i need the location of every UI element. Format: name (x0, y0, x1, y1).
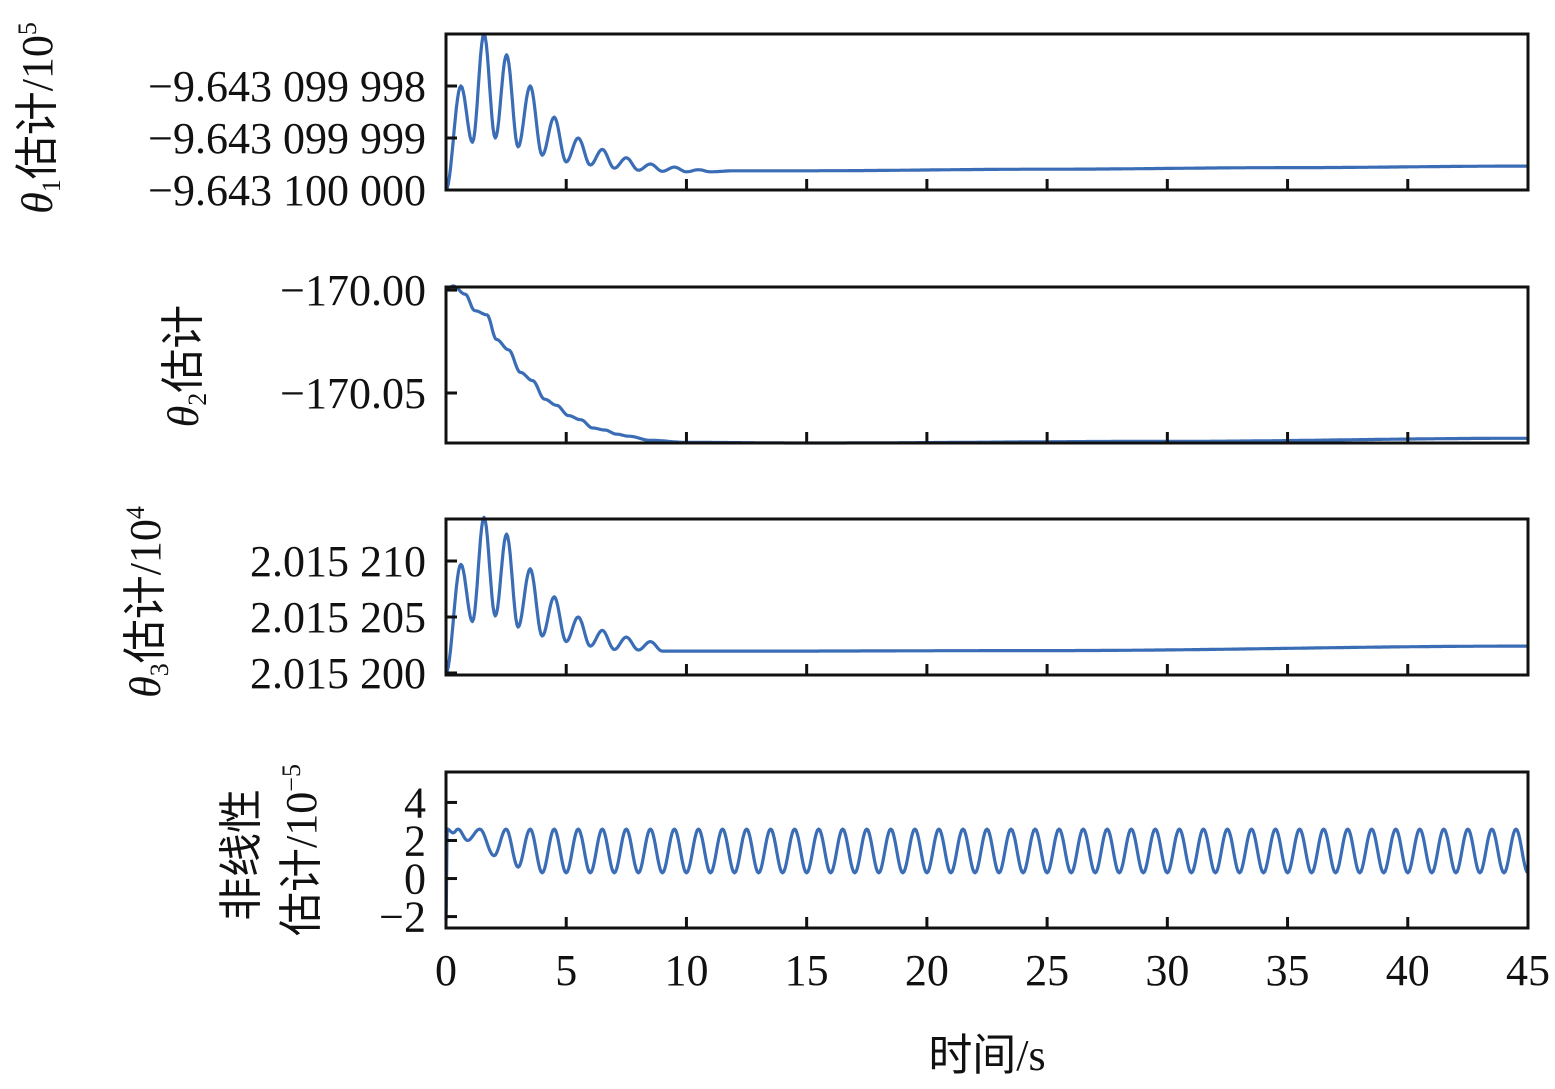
series-line (445, 284, 1529, 445)
ylabel-text: 估计/10 (277, 792, 326, 936)
panel-4: 420−2 (379, 770, 1530, 942)
y-tick-label: −2 (379, 893, 426, 942)
ylabel-sup: 5 (13, 22, 42, 35)
ylabel-sup: 4 (121, 506, 150, 519)
x-tick-label: 5 (555, 946, 577, 995)
x-tick-label: 0 (435, 946, 457, 995)
x-tick-label: 10 (664, 946, 708, 995)
series-line (444, 515, 1529, 674)
ylabel-symbol: θ (121, 676, 170, 698)
plot-frame (444, 32, 1530, 192)
ylabel-sub: 1 (37, 179, 66, 192)
ylabel-sub: 3 (145, 663, 174, 676)
ylabel-theta1: θ1估计/105 (13, 22, 66, 214)
panel-2: −170.00 −170.05 (280, 266, 1530, 445)
panel-1: −9.643 099 998−9.643 099 999−9.643 100 0… (148, 32, 1530, 215)
plot-frame (444, 770, 1530, 930)
x-tick-label: 35 (1266, 946, 1310, 995)
x-tick-label: 25 (1025, 946, 1069, 995)
series-line (444, 827, 1530, 921)
x-tick-label: 15 (785, 946, 829, 995)
ylabel-text: 估计/10 (13, 35, 62, 179)
y-tick-label: −9.643 099 999 (148, 114, 426, 163)
ylabel-text: 估计/10 (121, 519, 170, 663)
x-tick-label: 45 (1506, 946, 1550, 995)
ylabel-text: 估计 (159, 305, 208, 393)
y-tick-label: −9.643 100 000 (148, 166, 426, 215)
ylabel-symbol: θ (159, 406, 208, 428)
y-tick-label: 2.015 205 (250, 593, 426, 642)
x-tick-label: 40 (1386, 946, 1430, 995)
y-tick-label: −9.643 099 998 (148, 62, 426, 111)
ylabel-theta3: θ3估计/104 (121, 506, 174, 698)
x-tick-label: 20 (905, 946, 949, 995)
ylabel-theta2: θ2估计 (159, 305, 212, 428)
y-tick-label: −170.00 (280, 266, 426, 315)
plot-frame (444, 285, 1530, 445)
y-tick-label: 4 (404, 778, 426, 827)
ylabel-nonlinear-line2: 估计/10−5 (277, 764, 326, 936)
x-tick-label: 30 (1145, 946, 1189, 995)
ylabel-sub: 2 (183, 393, 212, 406)
y-tick-label: 2.015 210 (250, 537, 426, 586)
ylabel-sup: −5 (277, 764, 306, 792)
plot-frame (444, 517, 1530, 677)
y-tick-label: −170.05 (280, 369, 426, 418)
ylabel-symbol: θ (13, 192, 62, 214)
x-axis-label: 时间/s (928, 1031, 1045, 1080)
panel-3: 2.015 210 2.015 205 2.015 200 (250, 515, 1530, 698)
y-tick-label: 2.015 200 (250, 649, 426, 698)
ylabel-nonlinear-line1: 非线性 (217, 789, 266, 921)
y-tick-label: 0 (404, 855, 426, 904)
series-line (444, 32, 1529, 191)
y-tick-label: 2 (404, 816, 426, 865)
